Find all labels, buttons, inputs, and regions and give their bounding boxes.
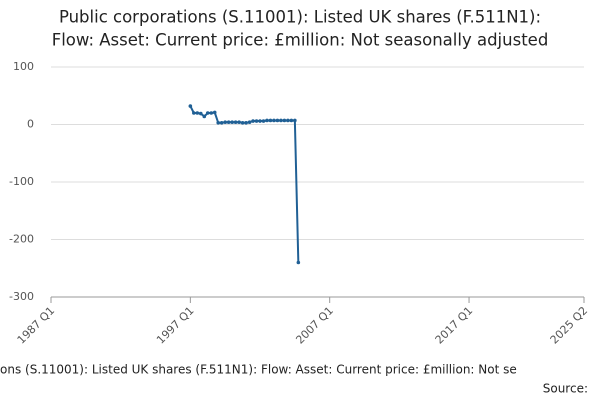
x-tick-label: 2017 Q1 [433,304,476,347]
data-point [258,119,262,123]
data-point [244,120,248,125]
data-point [212,110,217,115]
data-point [282,118,287,123]
data-point [198,111,203,116]
data-point [209,111,214,115]
y-tick-label: -100 [9,175,34,188]
data-point [279,118,283,123]
chart-title: Public corporations (S.11001): Listed UK… [59,8,541,27]
y-tick-label: 0 [27,118,34,131]
data-point [286,118,290,123]
chart-title: Flow: Asset: Current price: £million: No… [52,31,549,50]
x-tick-label: 2025 Q2 [548,304,591,347]
data-point [226,120,231,124]
data-point [268,118,273,123]
y-tick-label: -300 [9,290,34,303]
data-point [237,120,241,124]
x-tick-label: 1997 Q1 [154,304,197,347]
x-tick-label: 2007 Q1 [293,304,336,347]
data-point [240,120,245,125]
data-point [251,119,255,123]
data-point [289,118,294,123]
data-point [296,260,301,265]
data-point [261,119,266,123]
data-point [216,120,221,125]
data-point [192,111,196,115]
footer-text: ons (S.11001): Listed UK shares (F.511N1… [0,363,517,377]
data-point [202,114,207,119]
data-point [265,118,269,123]
data-point [275,118,280,123]
data-point [188,104,193,108]
data-point [219,120,224,125]
data-point [195,111,200,115]
x-tick-label: 1987 Q1 [15,304,58,347]
data-point [247,120,252,124]
data-point [272,118,276,123]
data-point [233,120,238,124]
y-tick-label: -200 [9,233,34,246]
data-point [205,111,210,115]
data-point [230,120,234,124]
data-point [223,120,227,124]
y-tick-label: 100 [13,60,34,73]
data-point [293,118,297,123]
data-point [254,119,259,123]
source-label: Source: [543,382,588,396]
